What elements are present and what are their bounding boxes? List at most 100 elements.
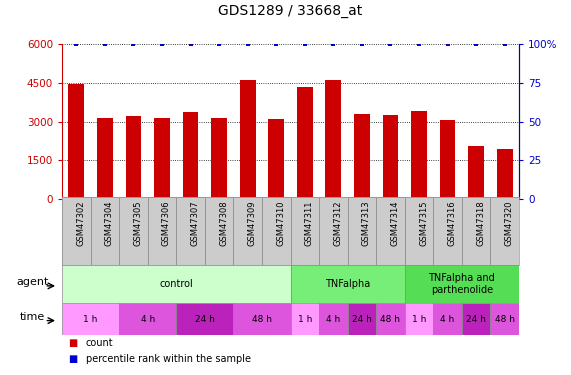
Text: count: count bbox=[86, 338, 114, 348]
Text: GSM47308: GSM47308 bbox=[219, 200, 228, 246]
Text: GSM47312: GSM47312 bbox=[333, 200, 343, 246]
Point bbox=[215, 41, 224, 47]
Bar bbox=[62, 303, 119, 335]
Bar bbox=[376, 303, 405, 335]
Point bbox=[129, 41, 138, 47]
Bar bbox=[462, 197, 490, 265]
Text: 4 h: 4 h bbox=[440, 315, 455, 324]
Bar bbox=[440, 120, 456, 199]
Text: 24 h: 24 h bbox=[352, 315, 372, 324]
Bar bbox=[126, 116, 141, 199]
Bar bbox=[234, 303, 291, 335]
Text: GSM47318: GSM47318 bbox=[476, 200, 485, 246]
Bar bbox=[234, 197, 262, 265]
Bar bbox=[405, 303, 433, 335]
Point bbox=[500, 41, 509, 47]
Text: time: time bbox=[20, 312, 45, 322]
Bar bbox=[433, 197, 462, 265]
Bar bbox=[262, 197, 291, 265]
Bar bbox=[462, 303, 490, 335]
Text: 1 h: 1 h bbox=[412, 315, 426, 324]
Point bbox=[443, 41, 452, 47]
Bar bbox=[354, 114, 370, 199]
Text: percentile rank within the sample: percentile rank within the sample bbox=[86, 354, 251, 364]
Bar bbox=[91, 197, 119, 265]
Bar bbox=[348, 197, 376, 265]
Text: ■: ■ bbox=[68, 354, 77, 364]
Bar bbox=[183, 112, 198, 199]
Bar bbox=[497, 148, 513, 199]
Bar bbox=[405, 197, 433, 265]
Text: GSM47302: GSM47302 bbox=[77, 200, 85, 246]
Bar bbox=[291, 265, 405, 303]
Bar bbox=[319, 197, 348, 265]
Point bbox=[186, 41, 195, 47]
Bar bbox=[490, 197, 519, 265]
Text: TNFalpha: TNFalpha bbox=[325, 279, 370, 289]
Point bbox=[72, 41, 81, 47]
Bar bbox=[119, 303, 176, 335]
Text: GSM47310: GSM47310 bbox=[276, 200, 286, 246]
Bar bbox=[176, 197, 205, 265]
Bar bbox=[291, 197, 319, 265]
Bar bbox=[291, 303, 319, 335]
Text: TNFalpha and
parthenolide: TNFalpha and parthenolide bbox=[428, 273, 495, 295]
Bar bbox=[148, 197, 176, 265]
Bar bbox=[211, 118, 227, 199]
Text: GSM47307: GSM47307 bbox=[191, 200, 199, 246]
Bar bbox=[433, 303, 462, 335]
Text: agent: agent bbox=[17, 277, 49, 287]
Point bbox=[243, 41, 252, 47]
Bar bbox=[468, 146, 484, 199]
Text: 48 h: 48 h bbox=[494, 315, 514, 324]
Text: GSM47316: GSM47316 bbox=[448, 200, 457, 246]
Bar bbox=[154, 118, 170, 199]
Text: GSM47314: GSM47314 bbox=[391, 200, 400, 246]
Text: GSM47311: GSM47311 bbox=[305, 200, 314, 246]
Text: GSM47320: GSM47320 bbox=[505, 200, 514, 246]
Text: 24 h: 24 h bbox=[195, 315, 215, 324]
Text: ■: ■ bbox=[68, 338, 77, 348]
Bar bbox=[69, 84, 84, 199]
Text: 48 h: 48 h bbox=[380, 315, 400, 324]
Bar bbox=[490, 303, 519, 335]
Text: GSM47305: GSM47305 bbox=[134, 200, 142, 246]
Bar bbox=[205, 197, 234, 265]
Point bbox=[100, 41, 110, 47]
Point bbox=[272, 41, 281, 47]
Point bbox=[472, 41, 481, 47]
Bar bbox=[268, 119, 284, 199]
Bar bbox=[376, 197, 405, 265]
Text: 4 h: 4 h bbox=[140, 315, 155, 324]
Text: GSM47315: GSM47315 bbox=[419, 200, 428, 246]
Text: GSM47306: GSM47306 bbox=[162, 200, 171, 246]
Text: 4 h: 4 h bbox=[326, 315, 340, 324]
Text: 1 h: 1 h bbox=[297, 315, 312, 324]
Text: 24 h: 24 h bbox=[466, 315, 486, 324]
Text: GSM47313: GSM47313 bbox=[362, 200, 371, 246]
Bar bbox=[297, 87, 313, 199]
Bar bbox=[383, 115, 399, 199]
Text: GSM47309: GSM47309 bbox=[248, 200, 256, 246]
Bar bbox=[325, 80, 341, 199]
Point bbox=[329, 41, 338, 47]
Text: control: control bbox=[159, 279, 193, 289]
Text: GDS1289 / 33668_at: GDS1289 / 33668_at bbox=[218, 4, 363, 18]
Bar bbox=[97, 118, 112, 199]
Text: 1 h: 1 h bbox=[83, 315, 98, 324]
Bar bbox=[240, 80, 255, 199]
Point bbox=[415, 41, 424, 47]
Bar bbox=[62, 265, 291, 303]
Bar bbox=[411, 111, 427, 199]
Point bbox=[357, 41, 367, 47]
Bar bbox=[348, 303, 376, 335]
Point bbox=[300, 41, 309, 47]
Bar bbox=[119, 197, 148, 265]
Text: GSM47304: GSM47304 bbox=[105, 200, 114, 246]
Text: 48 h: 48 h bbox=[252, 315, 272, 324]
Point bbox=[158, 41, 167, 47]
Bar bbox=[62, 197, 91, 265]
Bar bbox=[405, 265, 519, 303]
Point bbox=[386, 41, 395, 47]
Bar bbox=[176, 303, 234, 335]
